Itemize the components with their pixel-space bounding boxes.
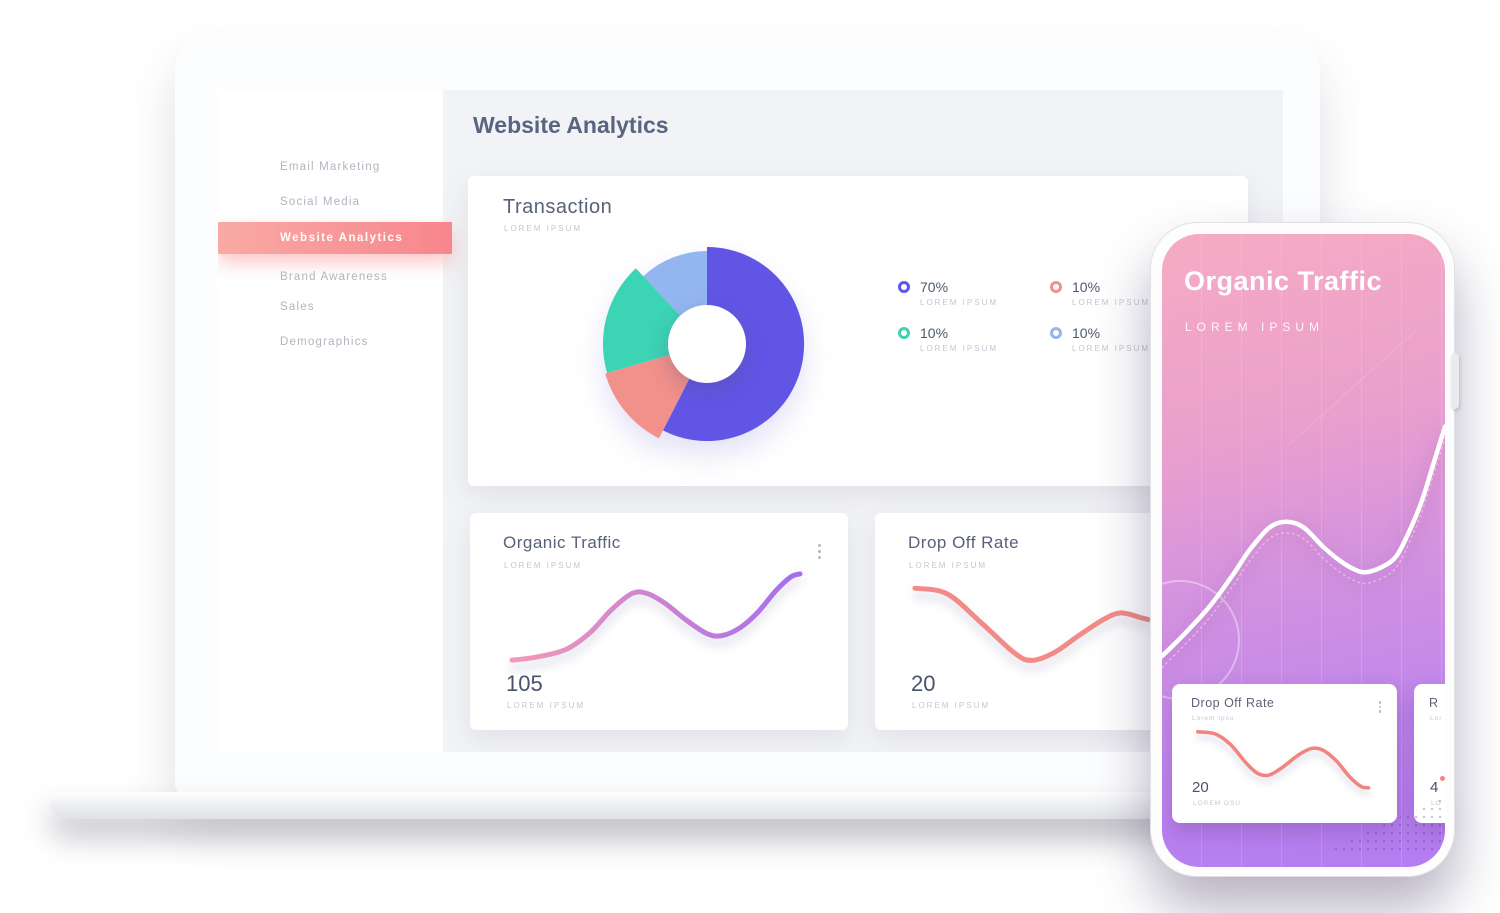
sidebar-item-email-marketing[interactable]: Email Marketing xyxy=(280,161,381,173)
organic-traffic-line-chart xyxy=(506,569,806,667)
kebab-menu-icon[interactable] xyxy=(1376,698,1385,716)
legend-percent: 10% xyxy=(1072,325,1101,341)
metric-label: LOREM IPSUM xyxy=(507,701,586,710)
legend-ring-icon xyxy=(1050,327,1062,339)
card-title: Transaction xyxy=(503,196,613,218)
phone-subtitle: LOREM IPSUM xyxy=(1185,320,1325,334)
legend-label: LOREM IPSUM xyxy=(920,298,999,307)
legend-percent: 10% xyxy=(920,325,949,341)
donut-hole xyxy=(668,305,746,383)
transaction-card: Transaction LOREM IPSUM 70% LOREM IPSUM 1… xyxy=(468,176,1248,486)
phone-mockup: Organic Traffic LOREM IPSUM Drop Off Rat… xyxy=(1150,222,1459,877)
metric-value: 20 xyxy=(911,671,936,696)
phone-partial-card: R Lor 4 LO xyxy=(1414,684,1445,823)
chart-end-dot xyxy=(1440,776,1445,781)
phone-wave-chart xyxy=(1162,421,1445,701)
page-title: Website Analytics xyxy=(473,112,669,138)
card-subtitle: Lorem Ipsu xyxy=(1192,715,1235,722)
phone-title: Organic Traffic xyxy=(1184,266,1383,296)
legend-item: 10% LOREM IPSUM xyxy=(1050,279,1202,325)
legend-ring-icon xyxy=(898,281,910,293)
sidebar-item-demographics[interactable]: Demographics xyxy=(280,336,369,348)
phone-dropoff-line-chart xyxy=(1192,722,1384,792)
phone-dropoff-card: Drop Off Rate Lorem Ipsu 20 LOREM OSU xyxy=(1172,684,1397,823)
card-subtitle: LOREM IPSUM xyxy=(504,561,583,570)
card-subtitle: Lor xyxy=(1430,715,1443,722)
donut-legend: 70% LOREM IPSUM 10% LOREM IPSUM 10% LOREM I… xyxy=(898,279,1202,371)
legend-label: LOREM IPSUM xyxy=(1072,298,1151,307)
card-title: Drop Off Rate xyxy=(1191,696,1275,710)
sidebar: Email Marketing Social Media Website Ana… xyxy=(218,90,452,752)
metric-value: 105 xyxy=(506,671,543,696)
sidebar-item-social-media[interactable]: Social Media xyxy=(280,196,361,208)
legend-item: 10% LOREM IPSUM xyxy=(898,325,1050,371)
metric-value: 20 xyxy=(1192,779,1209,796)
card-title: R xyxy=(1429,696,1439,710)
legend-item: 70% LOREM IPSUM xyxy=(898,279,1050,325)
organic-traffic-card: Organic Traffic LOREM IPSUM 105 LOREM IP… xyxy=(470,513,848,730)
phone-screen: Organic Traffic LOREM IPSUM Drop Off Rat… xyxy=(1162,234,1445,867)
legend-label: LOREM IPSUM xyxy=(920,344,999,353)
metric-label: LOREM IPSUM xyxy=(912,701,991,710)
metric-value: 4 xyxy=(1430,779,1439,796)
legend-item: 10% LOREM IPSUM xyxy=(1050,325,1202,371)
card-subtitle: LOREM IPSUM xyxy=(504,224,583,233)
legend-ring-icon xyxy=(1050,281,1062,293)
metric-label: LO xyxy=(1431,800,1442,807)
laptop-screen: Email Marketing Social Media Website Ana… xyxy=(218,90,1283,752)
card-title: Drop Off Rate xyxy=(908,533,1020,552)
legend-percent: 10% xyxy=(1072,279,1101,295)
metric-label: LOREM OSU xyxy=(1193,800,1242,807)
card-subtitle: LOREM IPSUM xyxy=(909,561,988,570)
sidebar-item-brand-awareness[interactable]: Brand Awareness xyxy=(280,271,388,283)
sidebar-item-sales[interactable]: Sales xyxy=(280,301,315,313)
sidebar-item-website-analytics[interactable]: Website Analytics xyxy=(218,222,452,254)
legend-label: LOREM IPSUM xyxy=(1072,344,1151,353)
card-title: Organic Traffic xyxy=(503,533,621,552)
legend-ring-icon xyxy=(898,327,910,339)
kebab-menu-icon[interactable] xyxy=(815,541,824,562)
dropoff-rate-line-chart xyxy=(905,573,1153,668)
legend-percent: 70% xyxy=(920,279,949,295)
laptop-mockup: Email Marketing Social Media Website Ana… xyxy=(175,35,1320,795)
phone-side-button[interactable] xyxy=(1451,353,1459,409)
main-panel: Website Analytics Transaction LOREM IPSU… xyxy=(443,90,1283,752)
